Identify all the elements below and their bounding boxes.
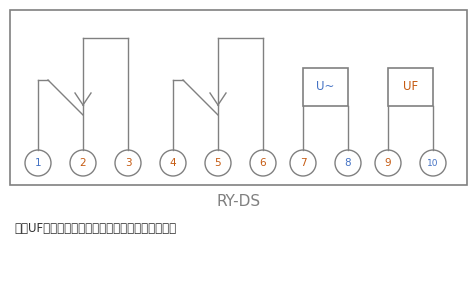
Bar — [387, 68, 432, 106]
Text: 4: 4 — [169, 158, 176, 168]
Bar — [302, 68, 347, 106]
Text: RY-DS: RY-DS — [216, 195, 260, 210]
Text: 3: 3 — [124, 158, 131, 168]
Text: U~: U~ — [316, 80, 334, 94]
Text: 1: 1 — [35, 158, 41, 168]
Text: 5: 5 — [214, 158, 221, 168]
Text: UF: UF — [402, 80, 417, 94]
Bar — [10, 10, 466, 185]
Text: 注：UF为继电器辅助电源，使用时必需长期带电。: 注：UF为继电器辅助电源，使用时必需长期带电。 — [14, 222, 176, 234]
Text: 8: 8 — [344, 158, 351, 168]
Text: 2: 2 — [79, 158, 86, 168]
Text: 9: 9 — [384, 158, 390, 168]
Text: 10: 10 — [426, 158, 438, 168]
Text: 7: 7 — [299, 158, 306, 168]
Text: 6: 6 — [259, 158, 266, 168]
